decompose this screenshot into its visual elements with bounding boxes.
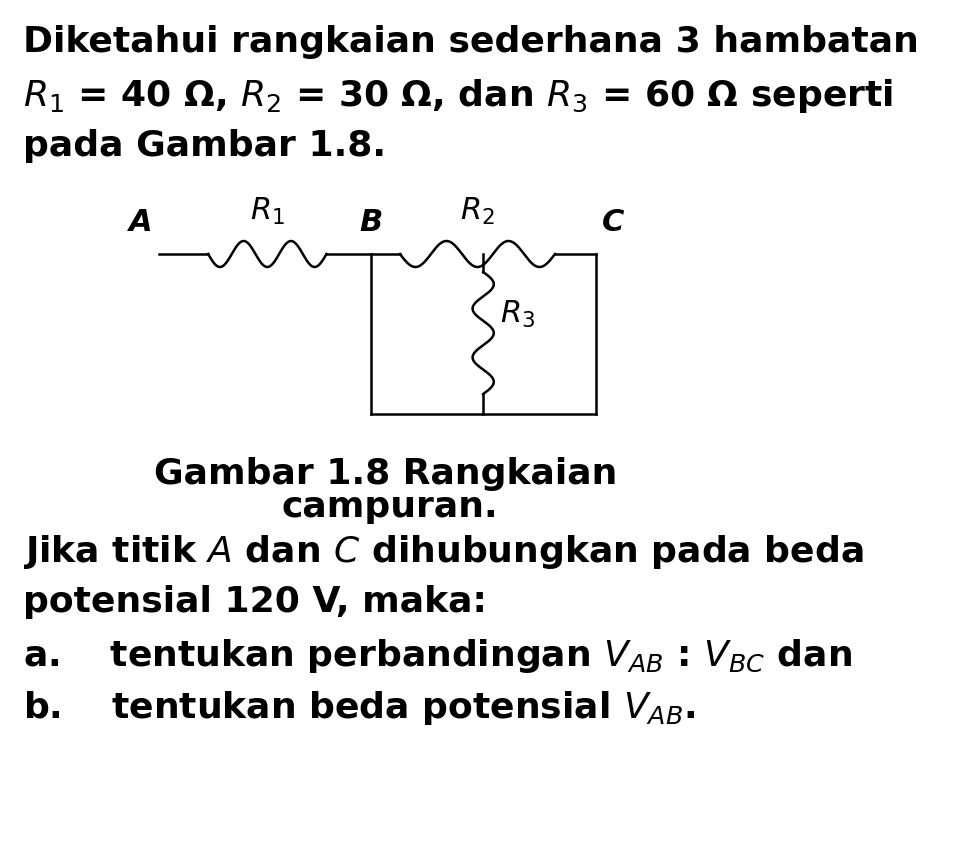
Text: A: A <box>129 208 152 236</box>
Text: $R_2$: $R_2$ <box>460 196 495 227</box>
Text: $R_1$ = 40 Ω, $R_2$ = 30 Ω, dan $R_3$ = 60 Ω seperti: $R_1$ = 40 Ω, $R_2$ = 30 Ω, dan $R_3$ = … <box>23 77 893 115</box>
Text: B: B <box>360 208 383 236</box>
Text: potensial 120 V, maka:: potensial 120 V, maka: <box>23 584 487 619</box>
Text: C: C <box>602 208 625 236</box>
Text: b.  tentukan beda potensial $V_{AB}$.: b. tentukan beda potensial $V_{AB}$. <box>23 688 695 726</box>
Text: Rangkaian: Rangkaian <box>390 457 617 490</box>
Text: $R_3$: $R_3$ <box>500 298 535 329</box>
Text: Diketahui rangkaian sederhana 3 hambatan: Diketahui rangkaian sederhana 3 hambatan <box>23 25 919 59</box>
Text: pada Gambar 1.8.: pada Gambar 1.8. <box>23 129 386 163</box>
Text: campuran.: campuran. <box>281 490 499 523</box>
Text: Jika titik $A$ dan $C$ dihubungkan pada beda: Jika titik $A$ dan $C$ dihubungkan pada … <box>23 533 863 571</box>
Text: Gambar 1.8: Gambar 1.8 <box>154 457 390 490</box>
Text: a.  tentukan perbandingan $V_{AB}$ : $V_{BC}$ dan: a. tentukan perbandingan $V_{AB}$ : $V_{… <box>23 636 852 674</box>
Text: $R_1$: $R_1$ <box>250 196 285 227</box>
